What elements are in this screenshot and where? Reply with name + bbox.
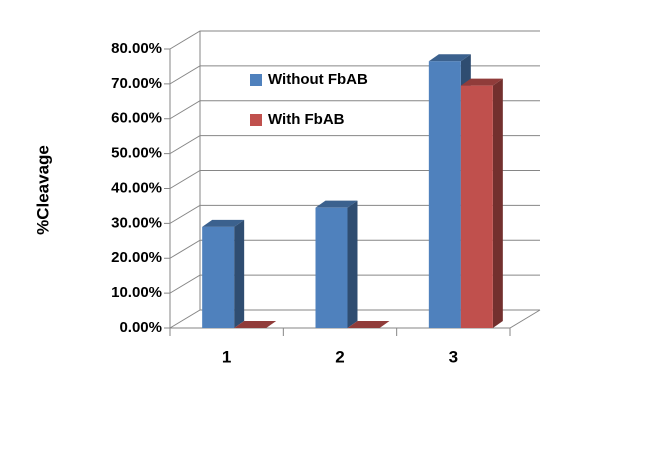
- bar-top: [315, 200, 358, 208]
- bar-top: [428, 54, 471, 62]
- y-tick-label: 60.00%: [111, 110, 162, 127]
- y-axis-label: %Cleavage: [33, 145, 52, 235]
- x-tick-label: 1: [222, 347, 231, 366]
- grid-line: [169, 100, 540, 120]
- bar-side: [234, 219, 245, 328]
- y-tick-label: 10.00%: [111, 284, 162, 301]
- bar: [460, 85, 493, 329]
- y-tick-label: 50.00%: [111, 145, 162, 162]
- x-tick-label: 2: [335, 347, 344, 366]
- legend-swatch: [250, 114, 262, 126]
- bar-group: [347, 321, 390, 328]
- bar-group: [460, 78, 503, 329]
- y-tick-label: 40.00%: [111, 179, 162, 196]
- y-tick-label: 0.00%: [119, 319, 162, 336]
- grid-line: [169, 204, 540, 224]
- bar-group: [202, 219, 245, 328]
- grid-line: [169, 309, 540, 329]
- bar-top: [202, 219, 245, 227]
- bar-top: [234, 321, 277, 328]
- bar: [428, 61, 461, 329]
- x-tick-label: 3: [449, 347, 458, 366]
- grid-line: [169, 239, 540, 259]
- bar-group: [234, 321, 277, 328]
- grid-line: [169, 65, 540, 85]
- legend-label: With FbAB: [268, 111, 345, 128]
- grid-line: [169, 170, 540, 189]
- bar: [315, 207, 348, 328]
- y-tick-label: 20.00%: [111, 249, 162, 266]
- bar-group: [315, 200, 358, 328]
- grid-line: [169, 30, 540, 50]
- y-tick-label: 80.00%: [111, 40, 162, 57]
- grid-line: [169, 274, 540, 294]
- bar-top: [460, 78, 503, 86]
- legend-label: Without FbAB: [268, 71, 368, 88]
- y-tick-label: 70.00%: [111, 75, 162, 92]
- grid-line: [169, 135, 540, 155]
- legend-swatch: [250, 74, 262, 86]
- bar: [202, 226, 235, 328]
- bar-side: [492, 78, 503, 329]
- y-tick-label: 30.00%: [111, 214, 162, 231]
- bar-top: [347, 321, 390, 328]
- bar-side: [347, 200, 358, 328]
